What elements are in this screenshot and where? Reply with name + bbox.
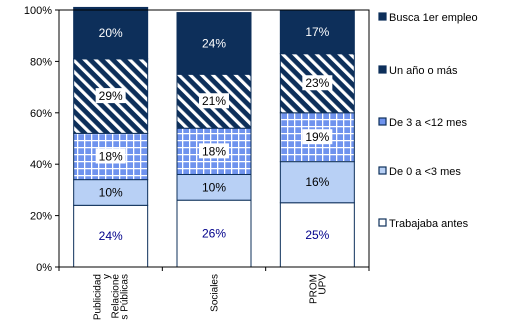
data-label-3-2: 23% [305, 76, 329, 90]
legend-label: De 0 a <3 mes [389, 166, 461, 178]
data-label-4-2: 17% [305, 25, 329, 39]
y-tick-label: 60% [30, 108, 52, 120]
data-label-1-0: 10% [99, 185, 123, 199]
legend-label: De 3 a <12 mes [389, 117, 467, 129]
plot-area: 24% 10% 18% 29% 20% 26% 10% 18% 21% 24% 25% 16% 19% 2… [73, 6, 355, 268]
axes: 0% 20% 40% 60% 80% 100% PublicidadyRelaciones … [24, 5, 370, 321]
svg-text:PublicidadyRelaciones Públicas: PublicidadyRelaciones Públicas [93, 274, 131, 321]
data-label-4-1: 24% [202, 36, 226, 50]
bar-segment-1-2 [279, 161, 355, 204]
data-label-3-0: 29% [99, 89, 123, 103]
x-category-label: Sociales [210, 274, 221, 312]
legend-label: Un año o más [389, 65, 458, 77]
x-category-line: Relacione [111, 274, 122, 319]
data-label-bg [199, 143, 229, 159]
plot-frame [58, 9, 370, 268]
y-tick-label: 0% [36, 262, 52, 274]
data-label-1-2: 16% [305, 175, 329, 189]
legend-label: Busca 1er empleo [389, 12, 478, 24]
y-tick-label: 20% [30, 211, 52, 223]
x-category-line: y [102, 274, 113, 279]
x-category-label: PublicidadyRelaciones Públicas [93, 274, 131, 321]
legend-swatch [378, 65, 387, 74]
data-label-0-1: 26% [202, 227, 226, 241]
x-category-line: s Públicas [120, 274, 131, 320]
legend-swatch [378, 12, 387, 21]
data-label-bg [95, 88, 126, 104]
legend-swatch [378, 166, 387, 175]
data-label-4-0: 20% [99, 26, 123, 40]
data-label-3-1: 21% [202, 94, 226, 108]
data-label-2-2: 19% [305, 130, 329, 144]
data-label-2-1: 18% [202, 144, 226, 158]
legend-swatch [378, 117, 387, 126]
x-category-line: PROM [308, 274, 319, 304]
data-label-bg [302, 129, 333, 145]
bar-segment-0-2 [279, 202, 355, 268]
legend-label: Trabajaba antes [389, 218, 469, 230]
legend-swatch [378, 218, 387, 227]
x-category-line: Publicidad [93, 274, 104, 320]
data-label-2-0: 18% [99, 149, 123, 163]
bar-segment-1-1 [176, 173, 252, 201]
y-tick-label: 100% [24, 5, 52, 17]
x-category-label: PROMUPV [308, 274, 328, 304]
svg-text:Sociales: Sociales [210, 274, 221, 312]
data-label-bg [95, 148, 126, 164]
bar-segment-4-1 [176, 12, 252, 75]
data-label-0-2: 25% [305, 228, 329, 242]
bar-segment-4-0 [73, 6, 149, 60]
y-tick-label: 40% [30, 159, 52, 171]
y-tick-label: 80% [30, 56, 52, 68]
data-label-1-1: 10% [202, 180, 226, 194]
data-label-bg [199, 93, 229, 109]
data-label-0-0: 24% [99, 229, 123, 243]
x-category-line: Sociales [210, 274, 221, 312]
svg-text:PROMUPV: PROMUPV [308, 274, 328, 304]
data-label-bg [302, 75, 333, 91]
bar-segment-0-0 [73, 204, 149, 268]
x-category-line: UPV [317, 274, 328, 295]
legend: Busca 1er empleo Un año o más De 3 a <12 m… [378, 12, 478, 230]
bar-segment-1-0 [73, 179, 149, 206]
